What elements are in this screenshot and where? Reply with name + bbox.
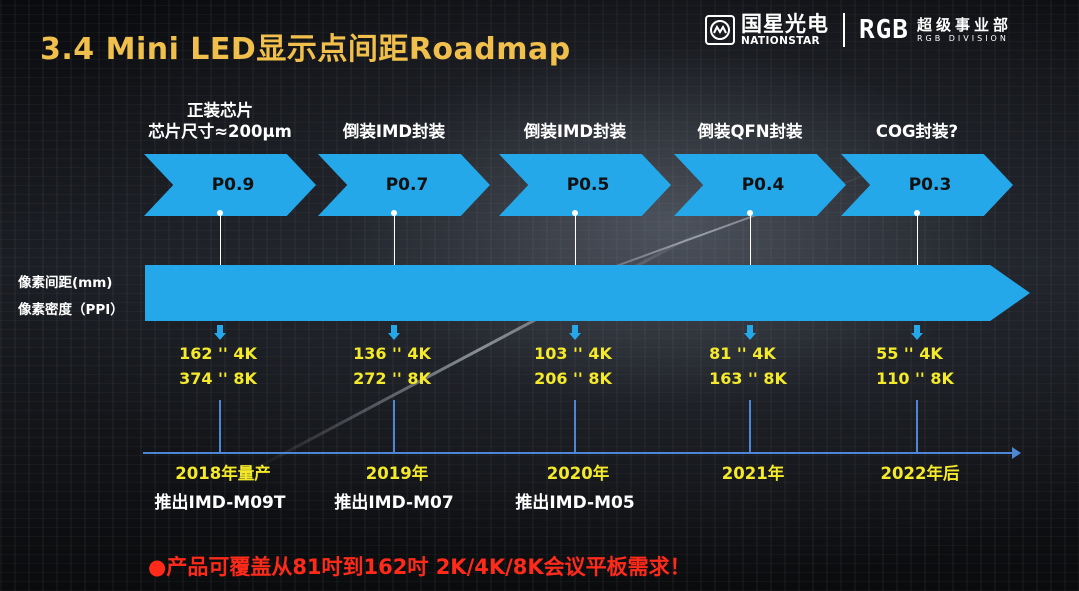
- size-8k: 163 '' 8K: [709, 369, 787, 388]
- size-8k: 206 '' 8K: [534, 369, 612, 388]
- product-launch-label: 推出IMD-M07: [334, 493, 454, 513]
- pixel-density-label: 像素密度（PPI）: [18, 302, 124, 318]
- year-label: 2021年: [721, 464, 785, 483]
- down-arrow-icon: [744, 325, 756, 341]
- nationstar-logo-icon: [705, 15, 735, 45]
- connector-line: [394, 216, 395, 267]
- pitch-label: P0.5: [566, 175, 610, 195]
- page-title: 3.4 Mini LED显示点间距Roadmap: [40, 32, 571, 67]
- logo-divider: [843, 13, 845, 47]
- package-type-label: 倒装IMD封装: [524, 121, 626, 142]
- timeline-tick: [749, 400, 751, 452]
- connector-dot: [747, 210, 753, 216]
- connector-dot: [914, 210, 920, 216]
- pixel-pitch-label: 像素间距(mm): [18, 275, 113, 291]
- package-type-line: 芯片尺寸≈200μm: [148, 122, 292, 141]
- package-type-label: COG封装?: [876, 121, 958, 142]
- timeline-tick: [916, 400, 918, 452]
- connector-line: [575, 216, 576, 267]
- size-4k: 103 '' 4K: [534, 344, 612, 363]
- connector-line: [917, 216, 918, 267]
- timeline-tick: [574, 400, 576, 452]
- rgb-division-mark: RGB: [859, 15, 909, 45]
- package-type-label: 倒装QFN封装: [697, 121, 802, 142]
- display-size-list: 162 '' 4K 374 '' 8K: [179, 341, 257, 391]
- pitch-label: P0.7: [385, 175, 429, 195]
- size-8k: 272 '' 8K: [353, 369, 431, 388]
- package-type-line: COG封装?: [875, 122, 959, 141]
- package-type-line: 倒装IMD封装: [523, 122, 627, 141]
- display-size-list: 136 '' 4K 272 '' 8K: [353, 341, 431, 391]
- size-4k: 136 '' 4K: [353, 344, 431, 363]
- size-4k: 162 '' 4K: [179, 344, 257, 363]
- connector-dot: [391, 210, 397, 216]
- display-size-list: 103 '' 4K 206 '' 8K: [534, 341, 612, 391]
- package-type-line: 正装芯片: [186, 101, 253, 120]
- logo-english-name: NATIONSTAR: [741, 35, 821, 47]
- year-label: 2022年后: [880, 464, 960, 483]
- division-english-name: RGB DIVISION: [916, 34, 1009, 43]
- pitch-label: P0.9: [211, 175, 255, 195]
- size-4k: 81 '' 4K: [709, 344, 776, 363]
- timeline-tick: [393, 400, 395, 452]
- package-type-label: 倒装IMD封装: [343, 121, 445, 142]
- division-chinese-name: 超级事业部: [916, 16, 1012, 34]
- product-launch-label: 推出IMD-M09T: [154, 493, 286, 513]
- connector-dot: [572, 210, 578, 216]
- logo-chinese-name: 国星光电: [741, 12, 829, 36]
- spec-band-arrow: [145, 265, 1030, 321]
- size-4k: 55 '' 4K: [876, 344, 943, 363]
- year-label: 2018年量产: [175, 464, 271, 483]
- package-type-line: 倒装IMD封装: [342, 122, 446, 141]
- size-8k: 374 '' 8K: [179, 369, 257, 388]
- pitch-label: P0.3: [908, 175, 952, 195]
- down-arrow-icon: [388, 325, 400, 341]
- down-arrow-icon: [214, 325, 226, 341]
- pitch-label: P0.4: [741, 175, 785, 195]
- company-logo: 国星光电 NATIONSTAR RGB 超级事业部 RGB DIVISION: [705, 10, 1012, 50]
- display-size-list: 81 '' 4K 163 '' 8K: [709, 341, 787, 391]
- timeline-tick: [219, 400, 221, 452]
- package-type-label: 正装芯片芯片尺寸≈200μm: [148, 100, 292, 142]
- product-launch-label: 推出IMD-M05: [515, 493, 635, 513]
- connector-dot: [217, 210, 223, 216]
- package-type-line: 倒装QFN封装: [697, 122, 803, 141]
- size-8k: 110 '' 8K: [876, 369, 954, 388]
- connector-line: [750, 216, 751, 267]
- timeline-axis: [143, 447, 1021, 459]
- footnote: ●产品可覆盖从81吋到162吋 2K/4K/8K会议平板需求！: [148, 555, 691, 579]
- down-arrow-icon: [911, 325, 923, 341]
- connector-line: [220, 216, 221, 267]
- display-size-list: 55 '' 4K 110 '' 8K: [876, 341, 954, 391]
- down-arrow-icon: [569, 325, 581, 341]
- year-label: 2019年: [365, 464, 429, 483]
- year-label: 2020年: [546, 464, 610, 483]
